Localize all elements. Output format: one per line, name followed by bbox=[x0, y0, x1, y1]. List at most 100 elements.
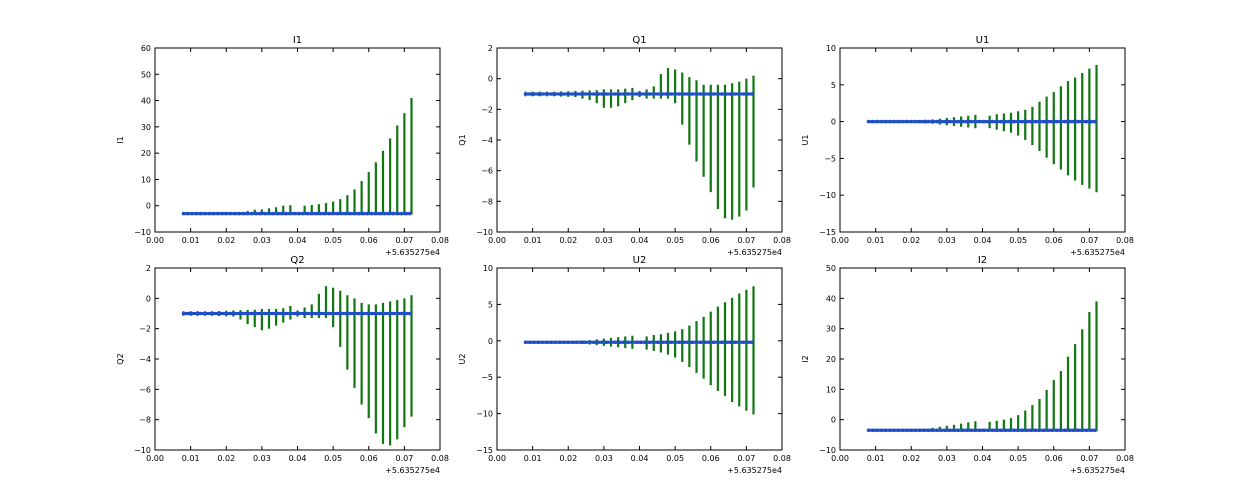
x-tick-label: 0.01 bbox=[524, 236, 542, 245]
data-point bbox=[922, 119, 926, 124]
x-tick-label: 0.02 bbox=[902, 454, 920, 463]
y-tick-label: −10 bbox=[819, 446, 836, 455]
x-tick-label: 0.03 bbox=[938, 236, 956, 245]
data-point bbox=[733, 92, 737, 96]
data-point bbox=[677, 340, 682, 345]
data-point bbox=[318, 311, 323, 316]
x-offset-label: +5.635275e4 bbox=[727, 466, 782, 475]
data-point bbox=[866, 428, 871, 433]
data-point bbox=[395, 311, 400, 316]
data-point bbox=[896, 119, 901, 124]
data-point bbox=[322, 211, 327, 216]
y-tick-label: 2 bbox=[488, 44, 493, 53]
data-point bbox=[262, 311, 267, 316]
data-point bbox=[720, 340, 724, 345]
y-tick-label: 0 bbox=[831, 416, 836, 425]
data-point bbox=[909, 428, 914, 433]
data-point bbox=[404, 211, 408, 216]
x-tick-label: 0.07 bbox=[737, 236, 755, 245]
data-point bbox=[228, 211, 233, 216]
y-axis-label: I1 bbox=[116, 136, 125, 143]
data-point bbox=[647, 340, 652, 345]
data-point bbox=[711, 340, 716, 345]
data-point bbox=[900, 428, 905, 433]
subplot-title: Q1 bbox=[632, 35, 646, 46]
data-point bbox=[750, 92, 754, 96]
x-tick-label: 0.03 bbox=[938, 454, 956, 463]
subplot-u2: 0.00 0.01 0.02 0.03 0.04 0.05 0.06 0.07 0.08 −15 −… bbox=[458, 255, 791, 475]
data-point bbox=[1041, 428, 1046, 433]
data-point bbox=[698, 340, 703, 345]
data-point bbox=[604, 92, 609, 96]
x-tick-label: 0.00 bbox=[831, 236, 849, 245]
y-tick-label: −10 bbox=[134, 228, 151, 237]
data-point bbox=[639, 340, 643, 345]
x-tick-label: 0.04 bbox=[289, 236, 307, 245]
x-tick-label: 0.08 bbox=[1116, 454, 1134, 463]
y-tick-label: 40 bbox=[826, 294, 836, 303]
x-tick-label: 0.03 bbox=[253, 236, 271, 245]
data-point bbox=[939, 428, 943, 433]
data-point bbox=[237, 211, 241, 216]
y-tick-label: 5 bbox=[831, 81, 836, 90]
data-point bbox=[656, 92, 660, 96]
data-point bbox=[314, 211, 318, 216]
x-tick-label: 0.01 bbox=[182, 236, 200, 245]
data-point bbox=[926, 119, 931, 124]
data-point bbox=[1059, 428, 1063, 433]
data-point bbox=[250, 211, 254, 216]
y-tick-label: −8 bbox=[139, 416, 151, 425]
data-point bbox=[339, 311, 344, 316]
data-point bbox=[875, 119, 879, 124]
subplot-i1: 0.00 0.01 0.02 0.03 0.04 0.05 0.06 0.07 0.08 −10 0… bbox=[116, 35, 449, 257]
x-tick-label: 0.07 bbox=[395, 236, 413, 245]
data-point bbox=[224, 211, 229, 216]
x-tick-label: 0.01 bbox=[867, 236, 885, 245]
data-point bbox=[1089, 119, 1093, 124]
data-point bbox=[909, 119, 914, 124]
subplot-title: U1 bbox=[976, 35, 990, 46]
data-point bbox=[1020, 428, 1025, 433]
x-tick-label: 0.06 bbox=[360, 454, 378, 463]
data-point bbox=[258, 311, 263, 316]
data-point bbox=[378, 211, 382, 216]
data-point bbox=[280, 311, 284, 316]
y-tick-label: 10 bbox=[826, 385, 836, 394]
y-axis-label: Q1 bbox=[458, 134, 467, 145]
data-point bbox=[990, 428, 995, 433]
x-tick-label: 0.02 bbox=[217, 454, 235, 463]
data-point bbox=[194, 311, 199, 316]
data-point bbox=[267, 211, 271, 216]
data-point bbox=[973, 428, 978, 433]
y-tick-label: −2 bbox=[481, 105, 493, 114]
x-offset-label: +5.635275e4 bbox=[1070, 248, 1125, 257]
data-point bbox=[707, 340, 712, 345]
x-offset-label: +5.635275e4 bbox=[385, 466, 440, 475]
data-point bbox=[664, 92, 669, 96]
data-point bbox=[288, 211, 293, 216]
data-point bbox=[643, 340, 647, 345]
data-point bbox=[634, 92, 639, 96]
data-point bbox=[1033, 119, 1038, 124]
y-tick-label: −6 bbox=[481, 167, 493, 176]
data-point bbox=[566, 340, 571, 345]
data-point bbox=[297, 211, 301, 216]
data-point bbox=[382, 311, 387, 316]
data-point bbox=[305, 311, 310, 316]
x-tick-label: 0.01 bbox=[524, 454, 542, 463]
data-point bbox=[562, 92, 566, 96]
data-point bbox=[973, 119, 978, 124]
data-point bbox=[905, 119, 909, 124]
data-point bbox=[892, 119, 896, 124]
data-point bbox=[369, 211, 374, 216]
data-point bbox=[999, 119, 1003, 124]
data-point bbox=[305, 211, 310, 216]
error-bars bbox=[867, 301, 1098, 432]
data-point bbox=[378, 311, 382, 316]
data-point bbox=[1076, 119, 1080, 124]
data-point bbox=[982, 428, 986, 433]
data-point bbox=[600, 340, 605, 345]
data-point bbox=[348, 311, 353, 316]
data-point bbox=[728, 92, 733, 96]
